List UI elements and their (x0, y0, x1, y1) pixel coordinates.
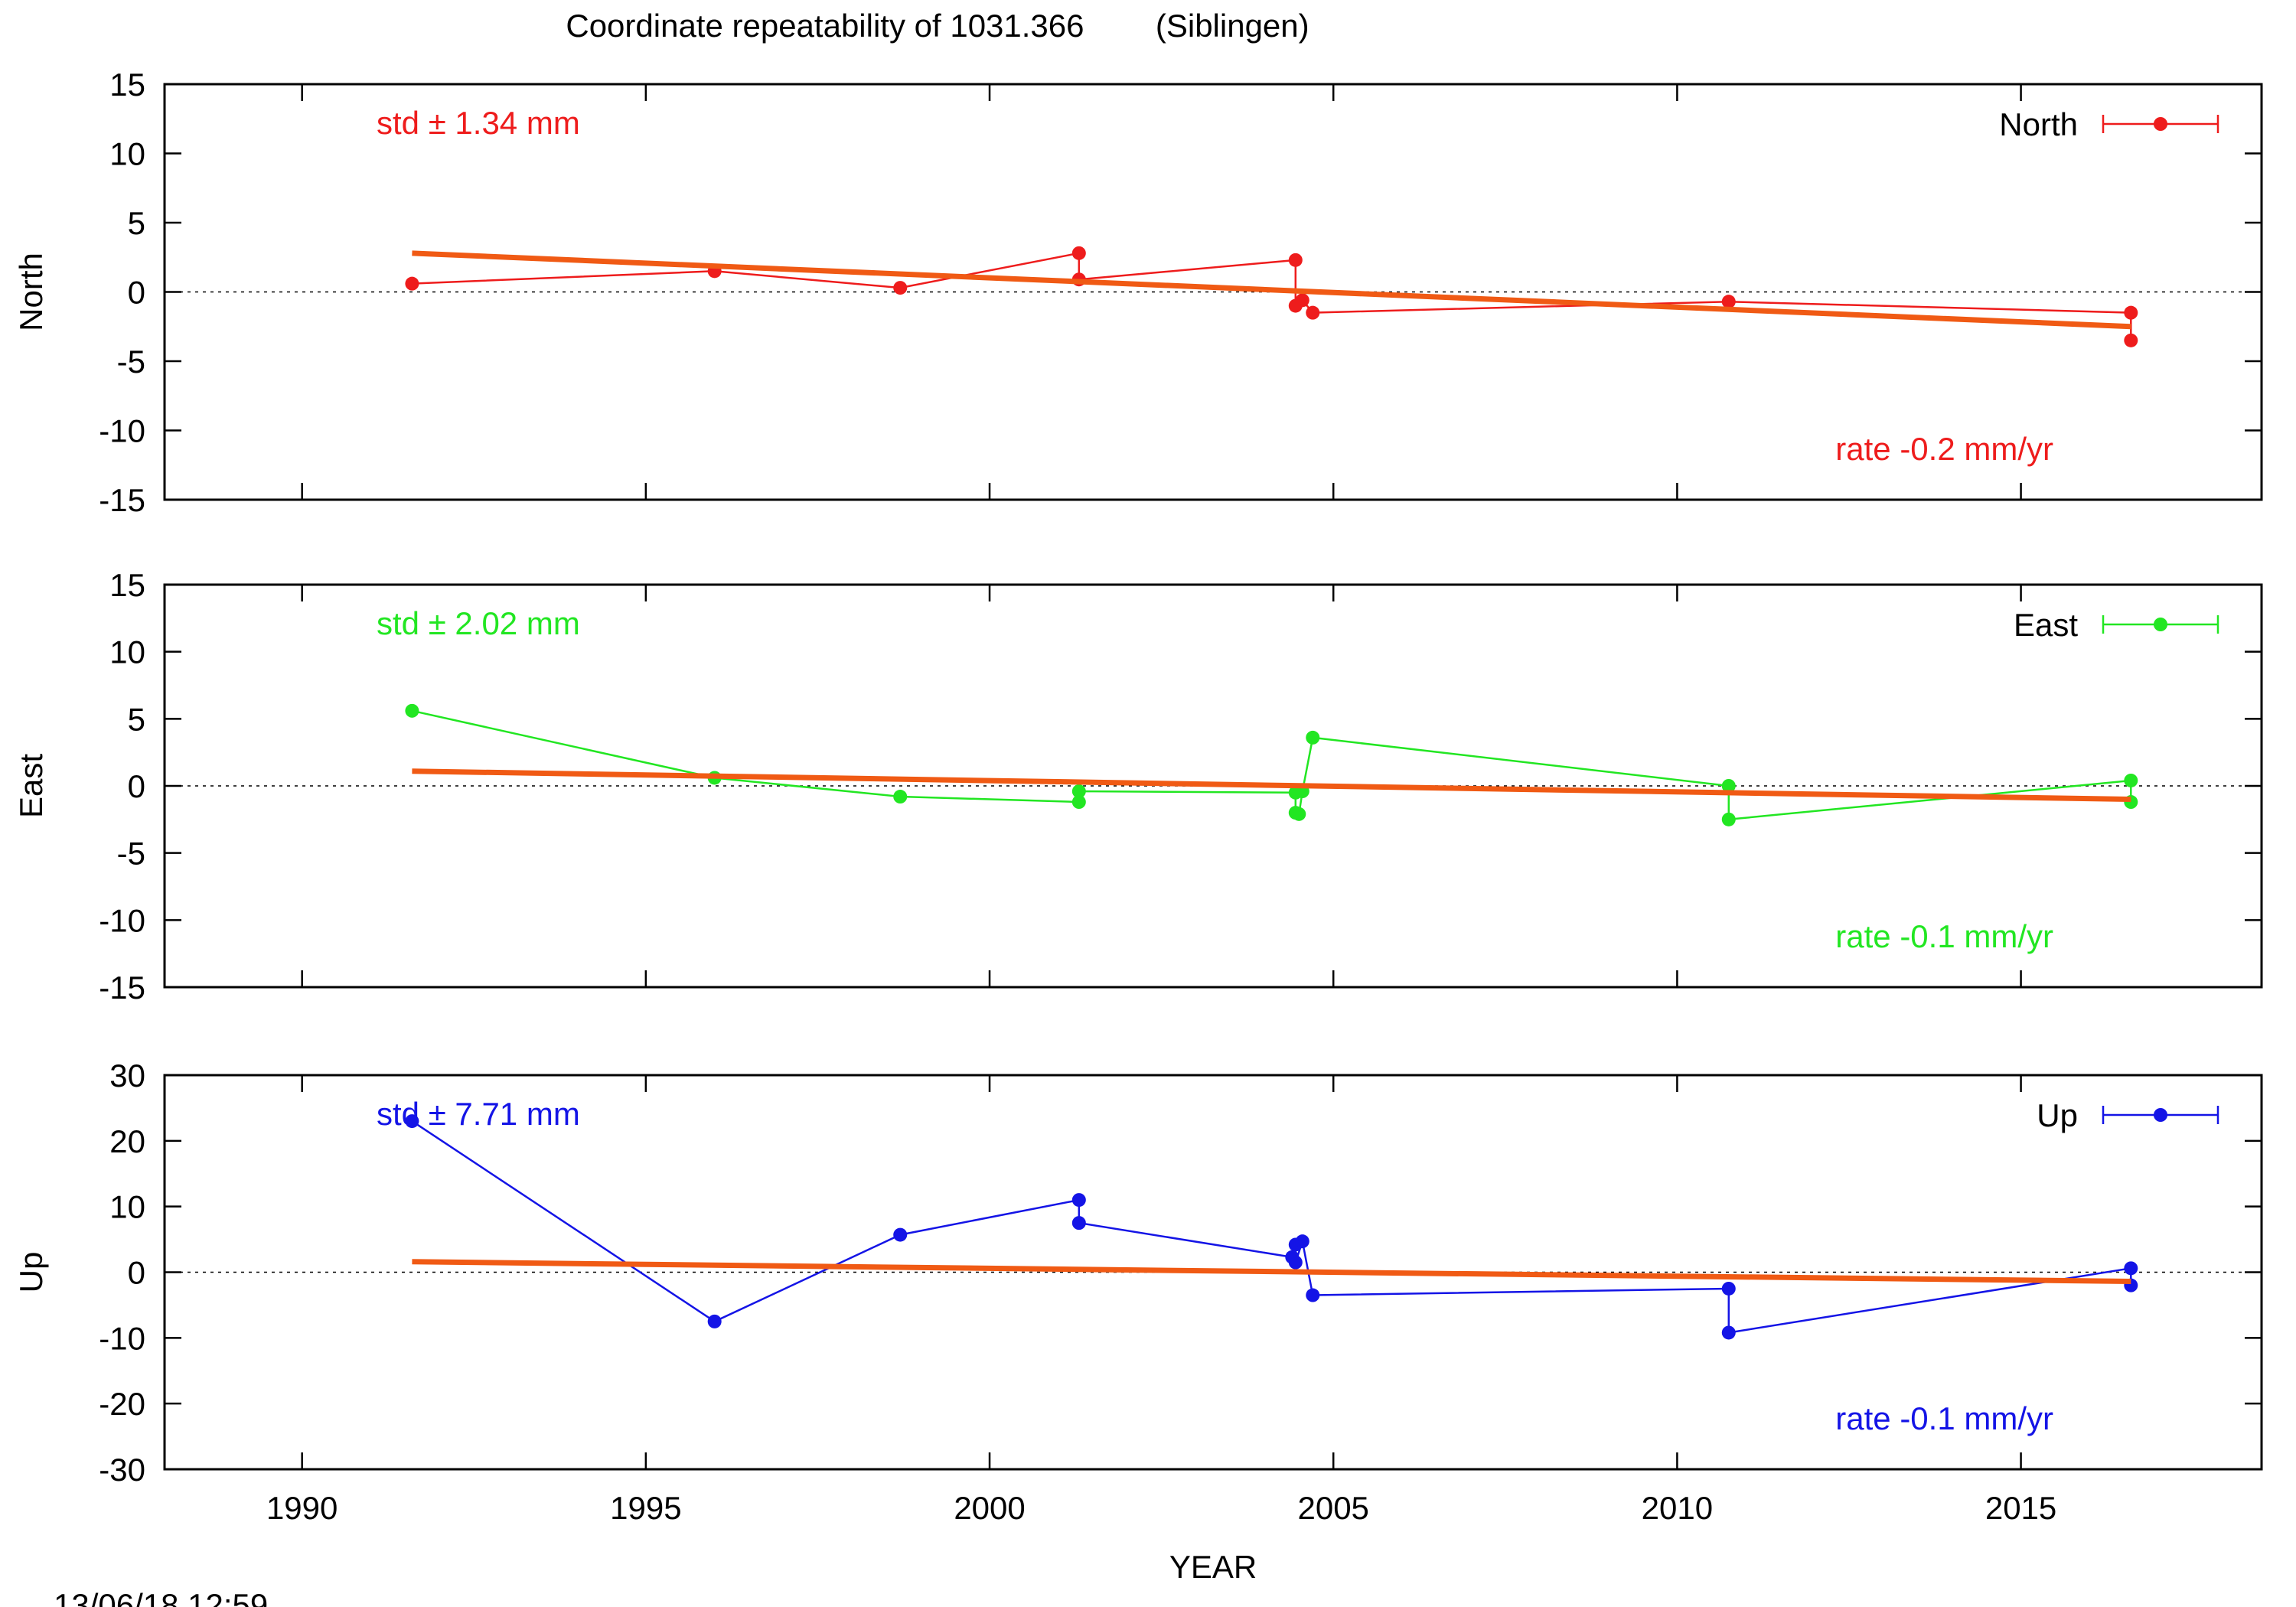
legend-label: Up (2037, 1097, 2078, 1133)
data-point (2124, 1261, 2138, 1276)
x-tick-label: 2005 (1297, 1490, 1368, 1526)
rate-label: rate -0.1 mm/yr (1835, 1400, 2053, 1436)
y-tick-label: -5 (117, 836, 145, 872)
data-point (1721, 1325, 1736, 1340)
y-tick-label: 10 (109, 136, 145, 172)
y-tick-label: -20 (99, 1386, 145, 1422)
data-point (893, 1227, 908, 1242)
data-point (1295, 293, 1309, 308)
data-point (2124, 305, 2138, 320)
panels: 15 10 5 0 -5 -10 -15 North std ± 1.34 mm rate -0.… (13, 67, 2263, 1526)
x-tick-label: 2010 (1642, 1490, 1713, 1526)
panel-north: 15 10 5 0 -5 -10 -15 North std ± 1.34 mm rate -0.… (13, 67, 2263, 518)
data-point (1721, 295, 1736, 309)
fit-line (412, 250, 2131, 330)
data-point (1071, 246, 1086, 260)
y-axis-label: North (13, 253, 49, 331)
data-point (1288, 1255, 1303, 1270)
y-tick-label: 15 (109, 67, 145, 103)
y-tick-label: -5 (117, 344, 145, 380)
legend-marker (2154, 117, 2167, 131)
y-tick-label: 0 (128, 1255, 145, 1291)
x-tick-label: 1995 (610, 1490, 681, 1526)
series-line (411, 1120, 2132, 1334)
rate-label: rate -0.2 mm/yr (1835, 431, 2053, 467)
data-point (893, 281, 908, 295)
x-axis-label: YEAR (1169, 1549, 1257, 1585)
timestamp: 13/06/18 12:59 (54, 1587, 268, 1607)
y-tick-label: -15 (99, 970, 145, 1006)
y-tick-label: 5 (128, 701, 145, 737)
data-point (1721, 1281, 1736, 1296)
y-tick-label: -10 (99, 413, 145, 449)
y-tick-label: -30 (99, 1452, 145, 1488)
panel-east: 15 10 5 0 -5 -10 -15 East std ± 2.02 mm rate -0.1… (13, 567, 2263, 1006)
data-point (1295, 1234, 1309, 1249)
data-point (1721, 779, 1736, 793)
fit-line (412, 768, 2131, 803)
data-point (1292, 807, 1306, 821)
data-point (707, 1314, 722, 1328)
data-point (405, 703, 419, 718)
data-point (1071, 784, 1086, 799)
y-tick-label: 0 (128, 768, 145, 804)
std-label: std ± 2.02 mm (377, 605, 580, 641)
data-point (2124, 333, 2138, 347)
y-tick-label: 15 (109, 567, 145, 603)
y-tick-label: 30 (109, 1058, 145, 1094)
y-tick-label: 5 (128, 205, 145, 241)
data-point (1288, 253, 1303, 267)
std-label: std ± 1.34 mm (377, 105, 580, 141)
rate-label: rate -0.1 mm/yr (1835, 918, 2053, 954)
legend-label: East (2014, 607, 2078, 643)
y-tick-label: 10 (109, 634, 145, 670)
legend-label: North (1999, 106, 2078, 142)
data-point (405, 1114, 419, 1129)
y-tick-label: 20 (109, 1123, 145, 1159)
chart-title: Coordinate repeatability of 1031.366 (Si… (566, 8, 1309, 44)
data-point (1071, 795, 1086, 810)
series-line (412, 709, 2132, 821)
data-point (2124, 773, 2138, 787)
x-tick-label: 2015 (1985, 1490, 2056, 1526)
x-tick-label: 2000 (954, 1490, 1025, 1526)
fit-line (412, 1259, 2131, 1285)
std-label: std ± 7.71 mm (377, 1096, 580, 1132)
data-point (1721, 812, 1736, 826)
data-point (1306, 305, 1320, 320)
data-point (1306, 1288, 1320, 1302)
x-tick-label: 1990 (266, 1490, 338, 1526)
y-tick-label: -15 (99, 482, 145, 518)
y-axis-label: Up (13, 1252, 49, 1293)
data-point (405, 276, 419, 291)
series-line (412, 252, 2132, 341)
data-point (1071, 1216, 1086, 1231)
legend-marker (2154, 1108, 2167, 1122)
data-point (1306, 730, 1320, 745)
y-tick-label: -10 (99, 1320, 145, 1356)
y-tick-label: -10 (99, 902, 145, 938)
y-axis-label: East (13, 754, 49, 818)
legend-marker (2154, 618, 2167, 631)
y-tick-label: 0 (128, 275, 145, 311)
data-point (893, 790, 908, 804)
data-point (1071, 1193, 1086, 1208)
y-tick-label: 10 (109, 1189, 145, 1225)
